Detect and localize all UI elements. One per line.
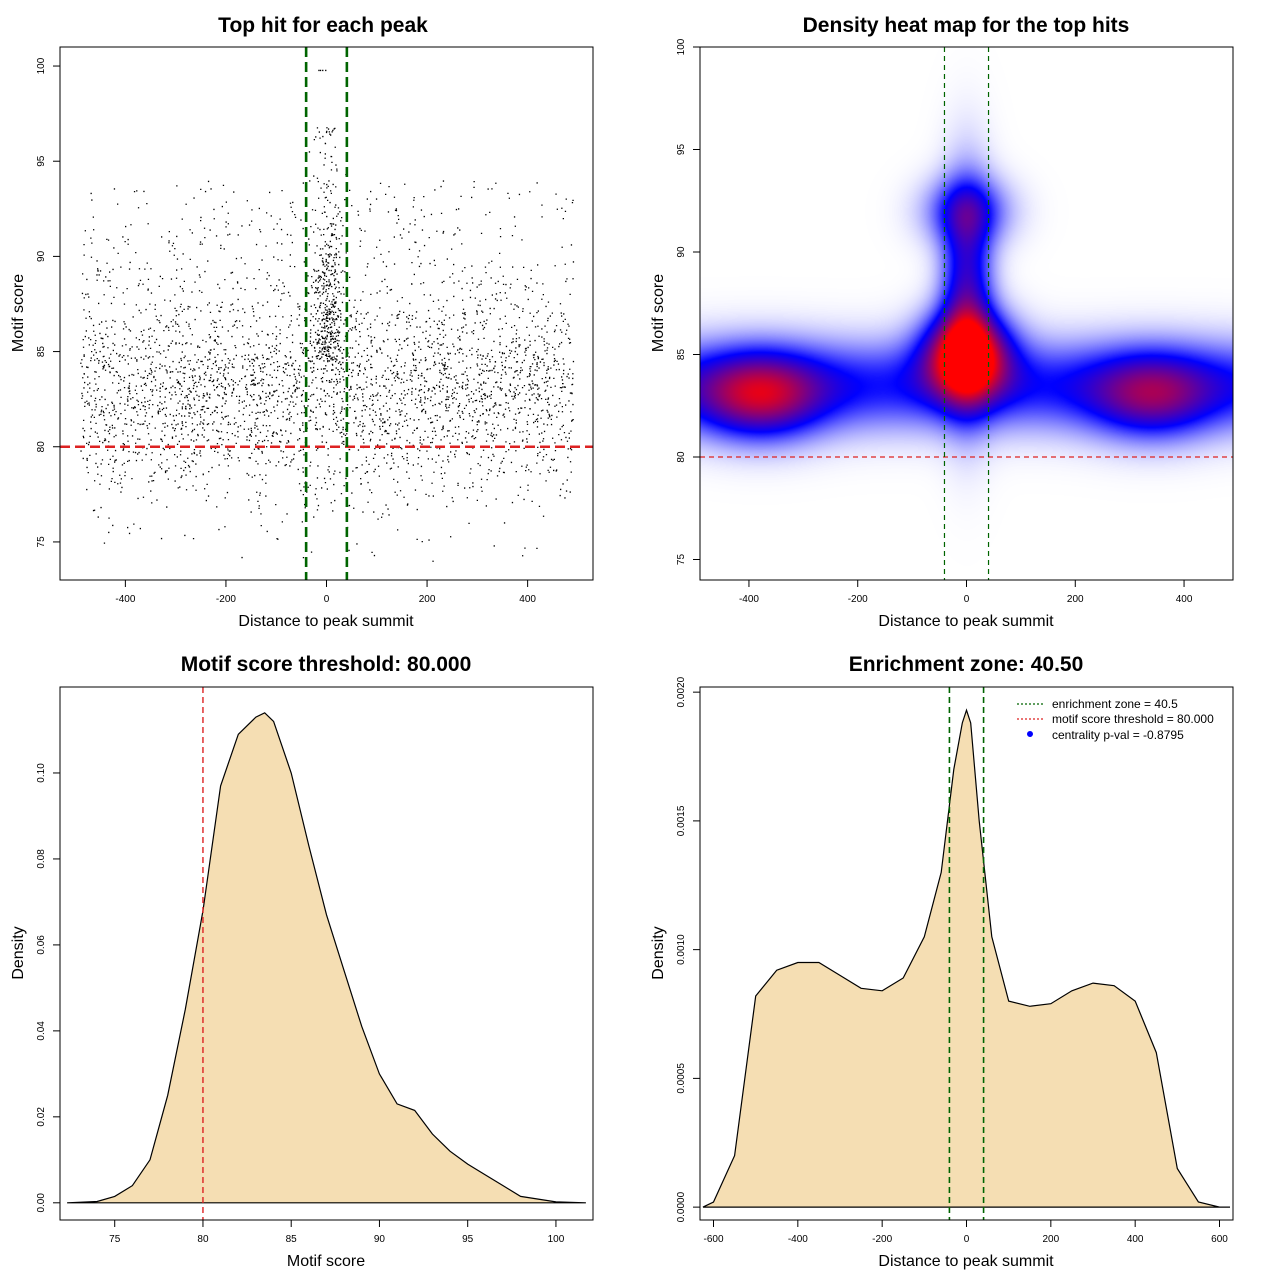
y-tick-label: 80	[676, 451, 687, 463]
density-area	[67, 712, 586, 1204]
y-axis: 75 80 85 90 95 100	[676, 38, 701, 566]
density-area	[702, 708, 1230, 1208]
y-tick-label: 0.0020	[676, 676, 687, 707]
x-axis-label: Motif score	[287, 1253, 365, 1270]
y-tick-label: 0.0015	[676, 805, 687, 836]
y-tick-label: 85	[36, 346, 47, 358]
x-tick-label: 200	[419, 594, 436, 605]
x-tick-label: 200	[1067, 594, 1084, 605]
y-axis: 0.0000 0.0005 0.0010 0.0015 0.0020	[676, 676, 701, 1222]
y-axis: 0.00 0.02 0.04 0.06 0.08 0.10	[36, 763, 61, 1213]
panel-distance-density: Enrichment zone: 40.50 -600 -400 -200 0 200 4…	[650, 653, 1234, 1270]
x-tick-label: -200	[216, 594, 236, 605]
legend-swatch-dot	[1027, 731, 1033, 737]
legend-label: centrality p-val = -0.8795	[1052, 728, 1184, 742]
x-tick-label: 0	[964, 1234, 970, 1245]
x-tick-label: -400	[788, 1234, 808, 1245]
x-tick-label: 400	[1176, 594, 1193, 605]
y-tick-label: 80	[36, 441, 47, 453]
panel-heatmap: Density heat map for the top hits -400 -2…	[650, 14, 1234, 630]
legend-label: motif score threshold = 80.000	[1052, 712, 1214, 726]
y-axis-label: Motif score	[650, 274, 667, 352]
chart-title: Density heat map for the top hits	[803, 14, 1130, 37]
x-tick-label: 90	[374, 1234, 386, 1245]
x-tick-label: 85	[286, 1234, 298, 1245]
x-tick-label: -600	[703, 1234, 723, 1245]
legend: enrichment zone = 40.5 motif score thres…	[1017, 697, 1214, 742]
y-tick-label: 0.0010	[676, 934, 687, 965]
panel-scatter: Top hit for each peak -400 -200 0 200 400 75…	[10, 14, 594, 630]
reference-lines	[60, 47, 593, 580]
y-tick-label: 75	[36, 536, 47, 548]
y-axis-label: Density	[10, 926, 27, 979]
x-axis: -600 -400 -200 0 200 400 600	[703, 1219, 1228, 1245]
density-heatmap	[700, 47, 1233, 580]
x-axis: -400 -200 0 200 400	[739, 579, 1193, 605]
y-tick-label: 0.02	[36, 1107, 47, 1127]
x-tick-label: 0	[964, 594, 970, 605]
x-tick-label: 75	[109, 1234, 121, 1245]
y-axis-label: Density	[650, 926, 667, 979]
panel-score-density: Motif score threshold: 80.000 75 80 85 90 95…	[10, 653, 594, 1270]
x-tick-label: -200	[848, 594, 868, 605]
y-tick-label: 90	[36, 250, 47, 262]
x-tick-label: -400	[115, 594, 135, 605]
y-tick-label: 95	[36, 155, 47, 167]
x-tick-label: 100	[548, 1234, 565, 1245]
x-tick-label: 400	[1127, 1234, 1144, 1245]
y-tick-label: 90	[676, 246, 687, 258]
y-axis-label: Motif score	[10, 274, 27, 352]
x-tick-label: 0	[324, 594, 330, 605]
y-tick-label: 0.06	[36, 935, 47, 955]
y-tick-label: 0.00	[36, 1193, 47, 1213]
y-tick-label: 0.08	[36, 849, 47, 869]
x-axis: 75 80 85 90 95 100	[109, 1219, 565, 1245]
x-tick-label: -200	[872, 1234, 892, 1245]
y-tick-label: 95	[676, 144, 687, 156]
chart-title: Top hit for each peak	[218, 14, 428, 37]
y-tick-label: 85	[676, 349, 687, 361]
x-axis-label: Distance to peak summit	[878, 613, 1054, 630]
x-tick-label: 600	[1211, 1234, 1228, 1245]
reference-lines	[700, 47, 1233, 580]
x-tick-label: 80	[197, 1234, 209, 1245]
x-tick-label: -400	[739, 594, 759, 605]
y-axis: 75 80 85 90 95 100	[36, 57, 61, 548]
x-axis: -400 -200 0 200 400	[115, 579, 536, 605]
y-tick-label: 0.0005	[676, 1063, 687, 1094]
legend-label: enrichment zone = 40.5	[1052, 697, 1178, 711]
x-axis-label: Distance to peak summit	[878, 1253, 1054, 1270]
y-tick-label: 0.10	[36, 763, 47, 783]
x-tick-label: 200	[1042, 1234, 1059, 1245]
y-tick-label: 0.0000	[676, 1191, 687, 1222]
y-tick-label: 100	[676, 38, 687, 55]
x-tick-label: 400	[519, 594, 536, 605]
chart-title: Motif score threshold: 80.000	[181, 653, 472, 676]
chart-title: Enrichment zone: 40.50	[849, 653, 1084, 676]
y-tick-label: 100	[36, 57, 47, 74]
reference-lines	[948, 687, 985, 1220]
x-axis-label: Distance to peak summit	[238, 613, 414, 630]
x-tick-label: 95	[462, 1234, 474, 1245]
y-tick-label: 0.04	[36, 1021, 47, 1041]
y-tick-label: 75	[676, 554, 687, 566]
